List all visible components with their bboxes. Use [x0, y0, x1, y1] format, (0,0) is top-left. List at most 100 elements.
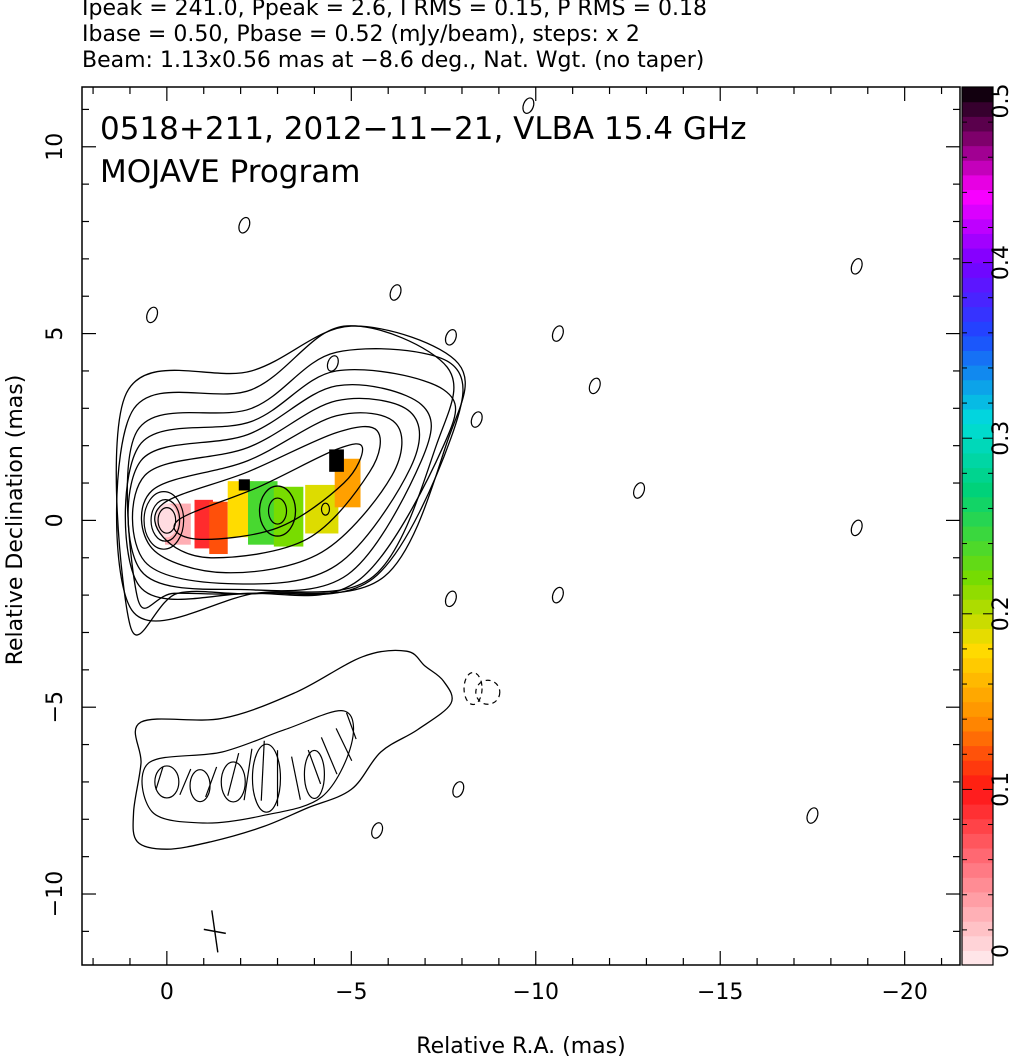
polarization-patch — [194, 499, 213, 549]
colorbar-tick-label: 0.1 — [989, 772, 1014, 807]
polarized-intensity-contour — [154, 765, 180, 799]
colorbar-cell — [962, 935, 993, 951]
colorbar-cell — [962, 101, 993, 117]
evpa-stick — [155, 766, 164, 790]
colorbar-cell — [962, 921, 993, 937]
colorbar-cell — [962, 467, 993, 483]
evpa-stick — [243, 748, 253, 801]
colorbar-cell — [962, 818, 993, 834]
polarized-intensity-contour — [303, 749, 326, 800]
plot-subtitle: MOJAVE Program — [100, 154, 360, 190]
noise-contour — [551, 586, 564, 604]
colorbar-tick-label: 0.2 — [989, 596, 1014, 631]
colorbar-cell — [962, 335, 993, 351]
y-axis-label: Relative Declination (mas) — [3, 375, 28, 666]
polarization-patch — [209, 501, 228, 555]
noise-contour — [588, 377, 601, 395]
colorbar-cell — [962, 130, 993, 147]
intensity-contour — [154, 425, 381, 559]
noise-contour — [444, 329, 457, 346]
colorbar-cell — [962, 613, 993, 630]
colorbar-cell — [962, 306, 993, 322]
noise-contour — [371, 822, 384, 839]
polarized-intensity-contour — [220, 761, 246, 803]
x-tick-label: −10 — [513, 980, 559, 1005]
colorbar-cell — [962, 87, 993, 103]
colorbar-cell — [962, 160, 993, 176]
core-contour — [143, 490, 185, 550]
polarization-patch — [329, 449, 344, 472]
y-tick-label: 5 — [43, 327, 68, 341]
evpa-stick — [335, 728, 353, 762]
colorbar-cell — [962, 833, 993, 849]
colorbar-cell — [962, 277, 993, 293]
noise-contour — [806, 807, 819, 824]
colorbar-cell — [962, 686, 993, 703]
evpa-stick — [179, 768, 192, 796]
colorbar-cell — [962, 628, 993, 644]
colorbar-cell — [962, 394, 993, 410]
colorbar-cell — [962, 599, 993, 615]
evpa-stick — [260, 740, 265, 801]
noise-contour — [633, 482, 646, 499]
colorbar-cell — [962, 555, 993, 571]
x-tick-label: −20 — [881, 980, 927, 1005]
colorbar-cell — [962, 643, 993, 659]
evpa-stick — [307, 749, 322, 785]
colorbar-tick-label: 0.3 — [989, 421, 1014, 456]
colorbar-frame — [961, 86, 994, 966]
colorbar-tick-label: 0.4 — [989, 245, 1014, 280]
x-tick-label: −15 — [697, 980, 743, 1005]
intensity-contour — [173, 443, 364, 540]
polarized-intensity-contour — [251, 743, 282, 813]
colorbar-cell — [962, 891, 993, 908]
colorbar-cell — [962, 291, 993, 308]
colorbar-cell — [962, 657, 993, 673]
colorbar-cell — [962, 438, 993, 454]
x-tick-label: 0 — [160, 980, 174, 1005]
colorbar-tick-label: 0.5 — [989, 84, 1014, 119]
colorbar-cell — [962, 540, 993, 556]
knot-contour — [258, 485, 297, 537]
noise-contour — [389, 284, 402, 301]
colorbar-cell — [962, 701, 993, 717]
beam-minor-axis — [203, 928, 226, 935]
y-tick-label: −5 — [43, 691, 68, 723]
colorbar-cell — [962, 716, 993, 732]
colorbar-cell — [962, 862, 993, 878]
colorbar-cell — [962, 204, 993, 220]
y-tick-label: 0 — [43, 513, 68, 527]
axis-ticks: 0 −5 −10 −15 −20 −10 −5 0 5 10 — [43, 87, 960, 1005]
core-tint — [155, 503, 178, 538]
colorbar-cell — [962, 379, 993, 395]
header-line-beam: Beam: 1.13x0.56 mas at −8.6 deg., Nat. W… — [82, 48, 705, 73]
colorbar-cell — [962, 804, 993, 820]
noise-contour — [470, 411, 483, 428]
evpa-stick — [205, 766, 218, 798]
colorbar-cell — [962, 847, 993, 864]
noise-contour — [444, 590, 457, 608]
colorbar-cell — [962, 408, 993, 425]
colorbar-cell — [962, 760, 993, 776]
colorbar-cell — [962, 423, 993, 439]
plot-frame — [81, 86, 961, 966]
x-axis-label: Relative R.A. (mas) — [416, 1034, 625, 1059]
colorbar-cell — [962, 877, 993, 893]
colorbar-cell — [962, 116, 993, 132]
noise-contour — [146, 306, 159, 324]
intensity-contour — [115, 325, 455, 622]
colorbar-cell — [962, 950, 993, 966]
intensity-contour — [115, 325, 466, 636]
noise-contour — [452, 781, 465, 798]
plot-title: 0518+211, 2012−11−21, VLBA 15.4 GHz — [100, 111, 746, 147]
colorbar: 0 0.1 0.2 0.3 0.4 0.5 — [961, 84, 1014, 966]
evpa-stick — [320, 737, 338, 775]
colorbar-cell — [962, 233, 993, 249]
noise-contour — [850, 258, 863, 275]
colorbar-cell — [962, 145, 993, 161]
noise-contour — [238, 216, 251, 234]
intensity-contour — [126, 348, 464, 609]
negative-contour — [463, 671, 483, 706]
core-contour — [150, 498, 181, 542]
